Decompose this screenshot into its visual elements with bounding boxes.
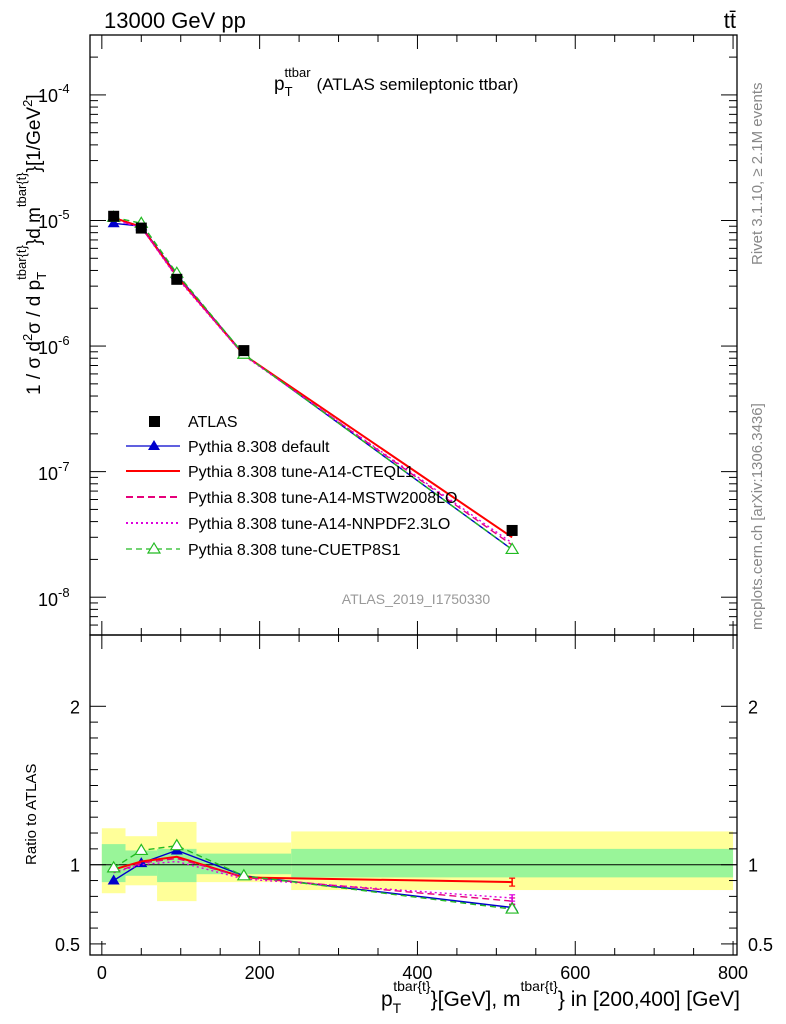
ratio-ytick-labels: 0.5 0.5 1 1 2 2 [55, 697, 773, 955]
legend-marker-triangle-open [146, 541, 162, 554]
ratio-panel: Ratio to ATLAS 0.5 0.51 12 2 0 200 400 600 800 … [23, 634, 773, 1016]
data-point [135, 222, 147, 234]
ytick-label: 2 [748, 697, 758, 717]
legend-entry-mstw: Pythia 8.308 tune-A14-MSTW2008LO [126, 490, 457, 507]
rivet-label: Rivet 3.1.10, ≥ 2.1M events [749, 83, 766, 266]
legend-marker-square [149, 416, 160, 427]
main-axis-ticks [90, 35, 737, 636]
plot-title: pTttbar(ATLAS semileptonic ttbar) [274, 65, 518, 99]
mcplots-label: mcplots.cern.ch [arXiv:1306.3436] [749, 403, 766, 630]
legend-label: Pythia 8.308 tune-A14-CTEQL1 [188, 464, 414, 481]
series-point [505, 542, 520, 555]
data-point [108, 210, 120, 222]
xtick-label: 0 [97, 963, 107, 983]
legend-entry-atlas: ATLAS [149, 414, 238, 431]
ratio-uncertainty-bands [90, 821, 737, 902]
xtick-label: 800 [718, 963, 748, 983]
ytick-label: 10-6 [38, 333, 70, 358]
legend-entry-nnpdf: Pythia 8.308 tune-A14-NNPDF2.3LO [126, 516, 450, 533]
ratio-series-line [113, 857, 513, 902]
legend-entry-default: Pythia 8.308 default [126, 439, 330, 456]
main-series-line [113, 216, 513, 551]
main-panel: pTttbar(ATLAS semileptonic ttbar) 1 / σ … [14, 34, 738, 636]
inner-band [291, 848, 734, 878]
ratio-point [169, 838, 184, 851]
ytick-label: 1 [70, 856, 80, 876]
main-ytick-labels: 10-8 10-7 10-6 10-5 10-4 [38, 81, 70, 610]
ytick-label: 0.5 [55, 935, 80, 955]
xtick-label: 400 [402, 963, 432, 983]
inner-band [196, 853, 292, 875]
ytick-label: 10-7 [38, 459, 70, 484]
ratio-point [236, 868, 251, 881]
legend-marker-triangle [148, 440, 160, 450]
legend-label: Pythia 8.308 default [188, 439, 330, 456]
ratio-ylabel: Ratio to ATLAS [23, 764, 40, 865]
ratio-frame [89, 634, 738, 956]
ratio-axis-ticks [90, 635, 737, 955]
ratio-point [107, 874, 120, 885]
data-point [238, 345, 250, 357]
data-point [171, 273, 183, 285]
ytick-label: 10-5 [38, 207, 70, 232]
ytick-label: 10-8 [38, 585, 70, 610]
ytick-label: 2 [70, 697, 80, 717]
process-label: tt̄ [724, 8, 736, 33]
main-ylabel: 1 / σ d2σ / d pTtbar{t}}d mtbar{t}}[1/Ge… [14, 94, 49, 395]
ytick-label: 1 [748, 856, 758, 876]
legend-label: Pythia 8.308 tune-A14-MSTW2008LO [188, 490, 457, 507]
data-point [506, 524, 518, 536]
legend-entry-cuetp8s1: Pythia 8.308 tune-CUETP8S1 [126, 541, 401, 559]
energy-label: 13000 GeV pp [104, 8, 246, 33]
legend-label: ATLAS [188, 414, 238, 431]
ratio-point [505, 901, 520, 914]
legend-label: Pythia 8.308 tune-A14-NNPDF2.3LO [188, 516, 450, 533]
ratio-point [106, 860, 121, 873]
xlabel: pTtbar{t}}[GeV], mtbar{t}} in [200,400] … [381, 978, 740, 1016]
series-point [107, 217, 120, 228]
ratio-series-line [113, 855, 513, 884]
legend: ATLAS Pythia 8.308 default Pythia 8.308 … [126, 414, 457, 559]
ratio-point [134, 843, 149, 856]
ratio-series-line [113, 844, 513, 910]
ytick-label: 10-4 [38, 81, 70, 106]
legend-entry-cteql1: Pythia 8.308 tune-A14-CTEQL1 [126, 464, 414, 481]
xtick-label: 200 [245, 963, 275, 983]
analysis-watermark: ATLAS_2019_I1750330 [342, 591, 491, 607]
legend-label: Pythia 8.308 tune-CUETP8S1 [188, 542, 401, 559]
atlas-data-points [108, 210, 518, 536]
ratio-series-group [106, 838, 520, 914]
ratio-xtick-labels: 0 200 400 600 800 [97, 963, 748, 983]
ytick-label: 0.5 [748, 935, 773, 955]
xtick-label: 600 [560, 963, 590, 983]
